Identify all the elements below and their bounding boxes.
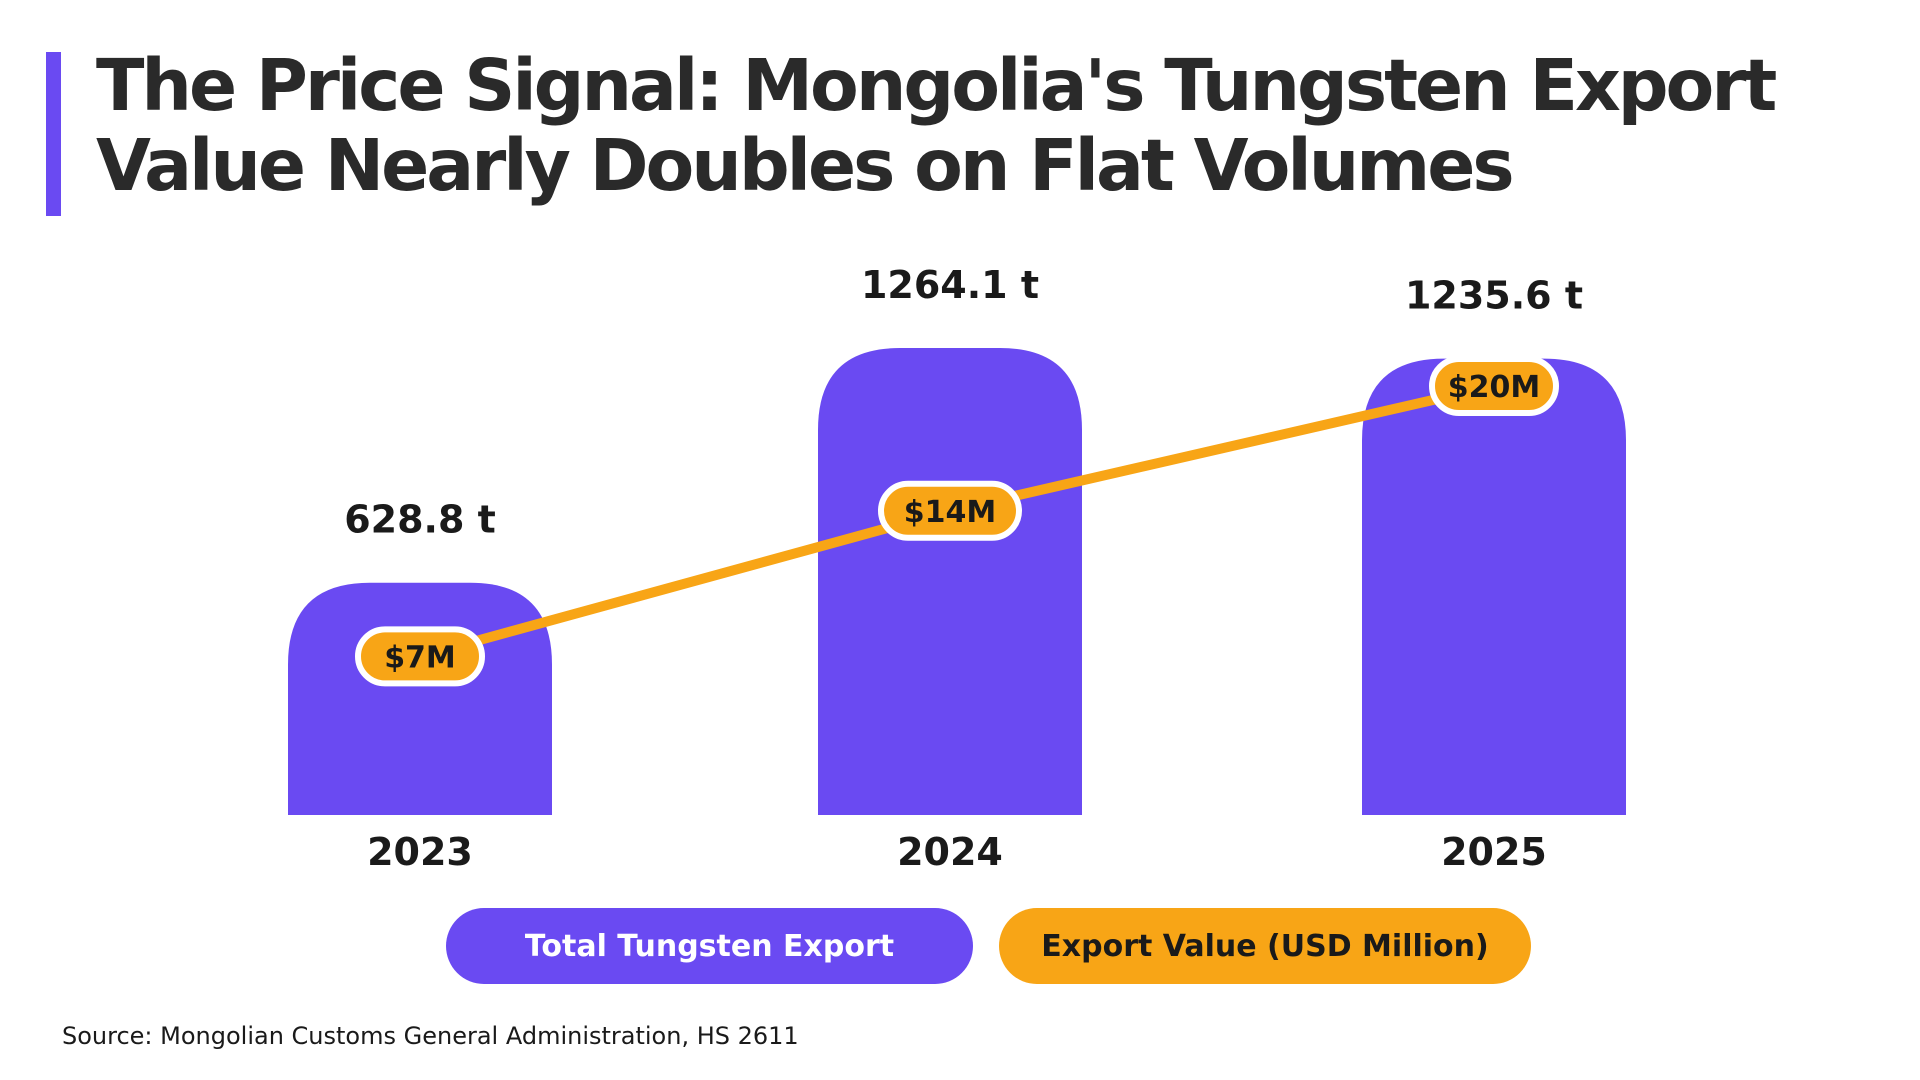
line-value-label-2024: $14M <box>904 495 996 530</box>
line-point-2025: $20M <box>1429 356 1559 416</box>
chart-legend: Total Tungsten Export Export Value (USD … <box>446 908 1531 984</box>
bar-value-label-2025: 1235.6 t <box>1405 274 1583 318</box>
source-note: Source: Mongolian Customs General Admini… <box>62 1022 799 1050</box>
bar-value-label-2023: 628.8 t <box>344 498 496 542</box>
legend-item-total-tungsten-export: Total Tungsten Export <box>446 908 973 984</box>
x-tick-label-2024: 2024 <box>897 830 1003 874</box>
legend-item-export-value: Export Value (USD Million) <box>999 908 1531 984</box>
bar-value-label-2024: 1264.1 t <box>861 263 1039 307</box>
line-point-2024: $14M <box>878 480 1022 541</box>
bar-2024 <box>818 348 1082 815</box>
line-point-2023: $7M <box>355 626 485 687</box>
title-accent-bar <box>46 52 61 216</box>
line-value-label-2023: $7M <box>384 640 456 675</box>
x-tick-label-2023: 2023 <box>367 830 473 874</box>
chart-title: The Price Signal: Mongolia's Tungsten Ex… <box>96 44 1777 207</box>
line-value-label-2025: $20M <box>1448 370 1540 405</box>
bar-2023 <box>288 582 552 815</box>
bar-2025 <box>1362 358 1626 815</box>
x-tick-label-2025: 2025 <box>1441 830 1547 874</box>
